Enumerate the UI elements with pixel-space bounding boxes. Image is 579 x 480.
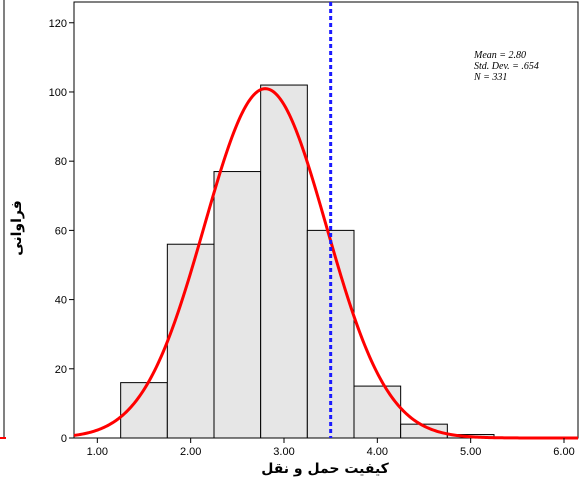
histogram-bar-6	[353, 385, 402, 439]
y-tick-label: 60	[55, 225, 67, 237]
normal-curve	[73, 87, 578, 440]
x-axis-title: کیفیت حمل و نقل	[261, 461, 389, 477]
x-tick-label: 2.00	[180, 446, 201, 458]
histogram-bar-7	[400, 423, 448, 439]
stats-box: Mean = 2.80 Std. Dev. = .654 N = 331	[473, 50, 539, 83]
y-axis: 0 20 40 60 80 100 120	[49, 18, 74, 445]
y-axis-title: فراوانی	[9, 200, 25, 256]
y-tick-label: 80	[55, 156, 67, 168]
stats-n: N = 331	[473, 72, 507, 83]
y-tick-label: 40	[55, 295, 67, 307]
y-tick-label: 20	[55, 364, 67, 376]
x-axis: 1.00 2.00 3.00 4.00 5.00 6.00	[87, 438, 575, 458]
x-tick-label: 4.00	[367, 446, 388, 458]
y-tick-label: 120	[49, 18, 67, 30]
stats-mean: Mean = 2.80	[473, 50, 526, 61]
histogram-bars	[120, 84, 495, 439]
histogram-bar-3	[213, 171, 262, 439]
x-tick-label: 3.00	[273, 446, 294, 458]
x-tick-label: 6.00	[553, 446, 574, 458]
y-tick-label: 0	[61, 433, 67, 445]
x-tick-label: 5.00	[460, 446, 481, 458]
stats-std-dev: Std. Dev. = .654	[474, 61, 539, 72]
y-tick-label: 100	[49, 87, 67, 99]
x-tick-label: 1.00	[87, 446, 108, 458]
normal-curve-layer	[73, 87, 578, 440]
